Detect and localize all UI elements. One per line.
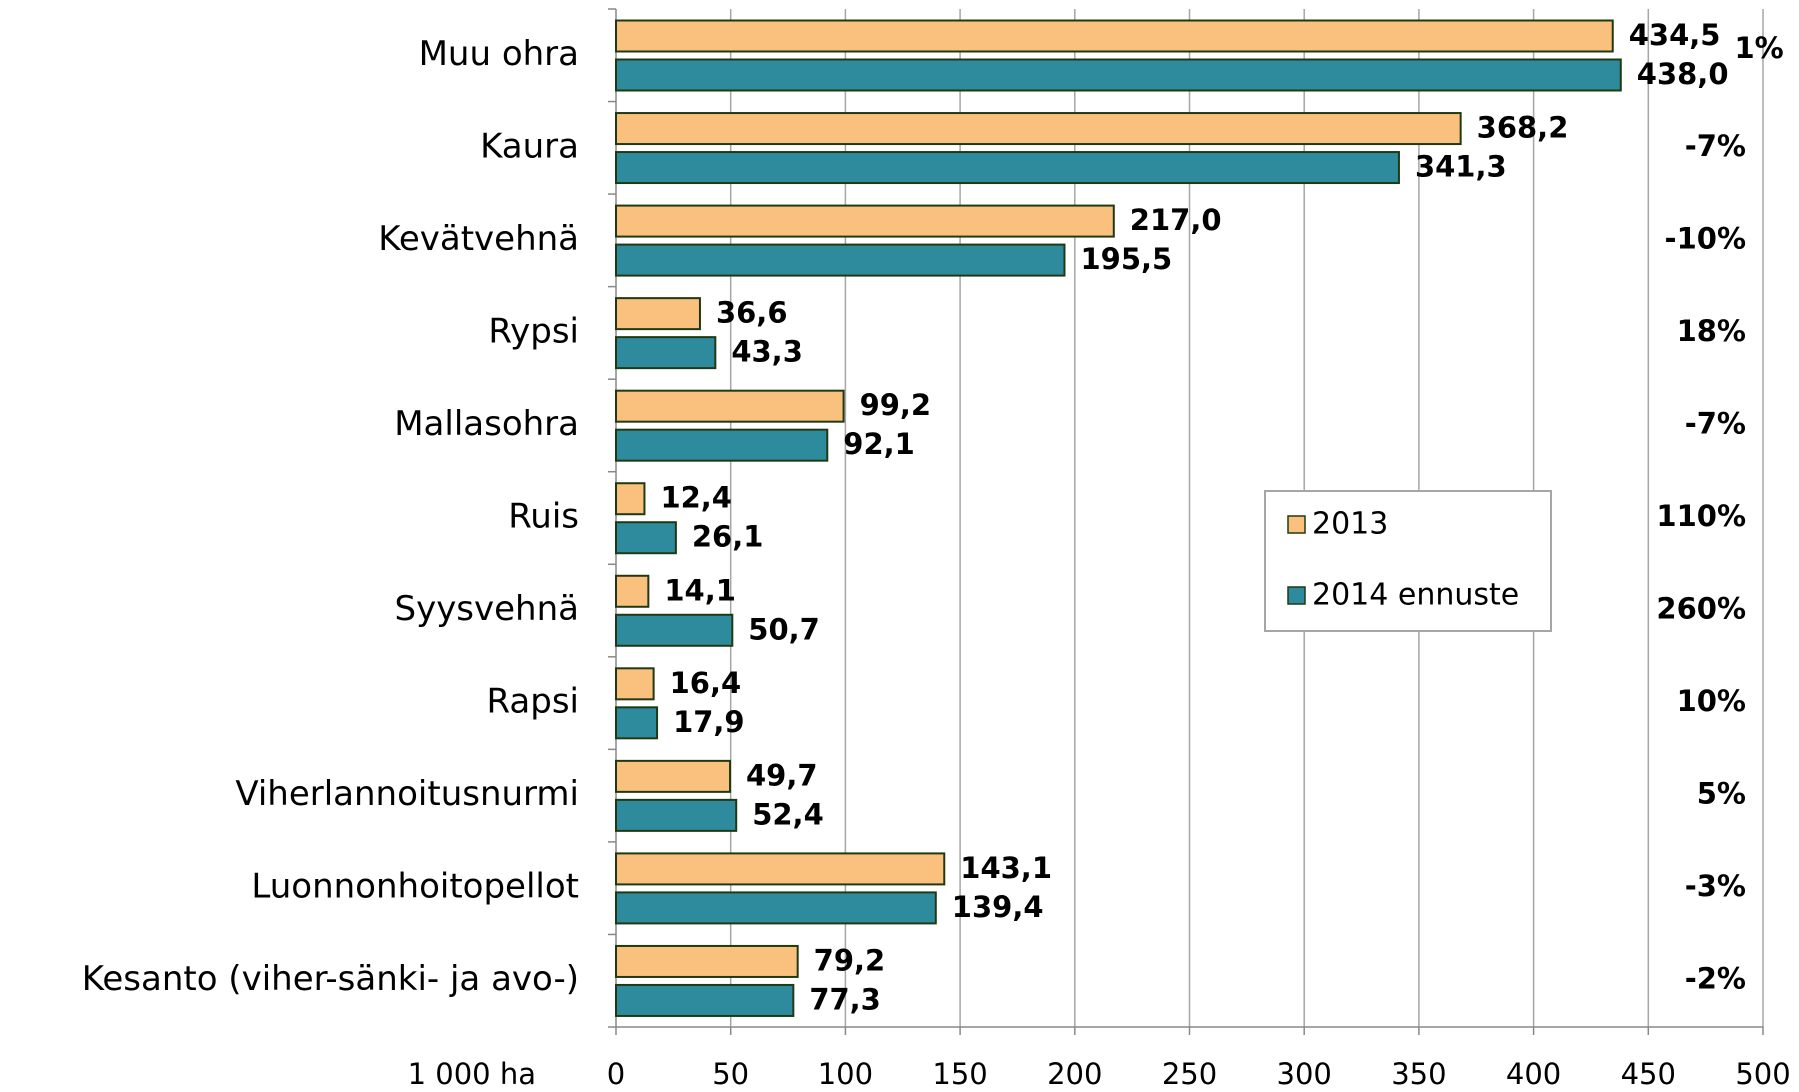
legend-swatch [1287, 515, 1306, 534]
bar [615, 891, 937, 925]
change-label: 10% [1677, 684, 1746, 718]
bar [615, 389, 845, 423]
x-tick-label: 200 [1047, 1057, 1102, 1091]
x-tick-label: 50 [712, 1057, 749, 1091]
category-label: Luonnonhoitopellot [251, 867, 579, 907]
category-label: Kesanto (viher-sänki- ja avo-) [82, 959, 579, 999]
value-label: 43,3 [731, 335, 803, 369]
x-tick-label: 450 [1621, 1057, 1676, 1091]
bar [615, 852, 946, 886]
bar [615, 983, 795, 1017]
bar [615, 798, 738, 832]
value-label: 52,4 [752, 797, 824, 831]
value-label: 368,2 [1477, 111, 1569, 145]
bar [615, 297, 701, 331]
value-label: 50,7 [748, 612, 820, 646]
bar [615, 204, 1115, 238]
bar [615, 151, 1400, 185]
change-label: 5% [1697, 777, 1746, 811]
category-label: Rapsi [487, 682, 579, 722]
value-label: 217,0 [1130, 203, 1222, 237]
x-tick-label: 500 [1735, 1057, 1790, 1091]
bar [615, 336, 717, 370]
x-tick-label: 300 [1277, 1057, 1332, 1091]
legend-box [1264, 490, 1552, 632]
bar [615, 243, 1066, 277]
change-label: -7% [1685, 406, 1746, 440]
category-label: Rypsi [488, 311, 579, 351]
value-label: 17,9 [673, 705, 745, 739]
value-label: 341,3 [1415, 150, 1507, 184]
change-label: 1% [1735, 31, 1784, 65]
category-label: Viherlannoitusnurmi [235, 774, 579, 814]
category-label: Kevätvehnä [378, 219, 579, 259]
bar [615, 613, 734, 647]
bar [615, 19, 1614, 53]
bar [615, 759, 732, 793]
change-label: -10% [1665, 221, 1746, 255]
value-label: 143,1 [960, 851, 1052, 885]
bar [615, 482, 646, 516]
value-label: 14,1 [664, 573, 736, 607]
value-label: 438,0 [1637, 57, 1729, 91]
category-label: Muu ohra [419, 34, 579, 74]
value-label: 99,2 [860, 388, 932, 422]
category-label: Ruis [508, 497, 579, 537]
bar [615, 521, 677, 555]
change-label: 260% [1656, 592, 1746, 626]
legend-swatch [1287, 586, 1306, 605]
category-label: Kaura [480, 126, 579, 166]
x-tick-label: 400 [1506, 1057, 1561, 1091]
bar [615, 112, 1462, 146]
bar [615, 944, 799, 978]
category-label: Mallasohra [394, 404, 579, 444]
change-label: -3% [1685, 869, 1746, 903]
bar [615, 58, 1622, 92]
value-label: 139,4 [952, 890, 1044, 924]
change-label: 110% [1656, 499, 1746, 533]
x-axis-label: 1 000 ha [408, 1057, 536, 1091]
change-label: -7% [1685, 129, 1746, 163]
bar [615, 428, 829, 462]
legend-label: 2013 [1312, 507, 1388, 542]
value-label: 195,5 [1080, 242, 1172, 276]
value-label: 49,7 [746, 758, 818, 792]
value-label: 16,4 [670, 666, 742, 700]
value-label: 92,1 [843, 427, 915, 461]
x-tick-label: 350 [1391, 1057, 1446, 1091]
bar [615, 574, 650, 608]
change-label: -2% [1685, 962, 1746, 996]
x-tick-label: 100 [818, 1057, 873, 1091]
value-label: 12,4 [660, 481, 732, 515]
value-label: 36,6 [716, 296, 788, 330]
value-label: 79,2 [814, 943, 886, 977]
value-label: 77,3 [809, 982, 881, 1016]
x-tick-label: 0 [607, 1057, 625, 1091]
value-label: 434,5 [1629, 18, 1721, 52]
bar [615, 706, 659, 740]
x-tick-label: 150 [932, 1057, 987, 1091]
legend-label: 2014 ennuste [1312, 578, 1519, 613]
value-label: 26,1 [692, 520, 764, 554]
category-label: Syysvehnä [394, 589, 579, 629]
bar [615, 667, 655, 701]
x-tick-label: 250 [1162, 1057, 1217, 1091]
change-label: 18% [1677, 314, 1746, 348]
